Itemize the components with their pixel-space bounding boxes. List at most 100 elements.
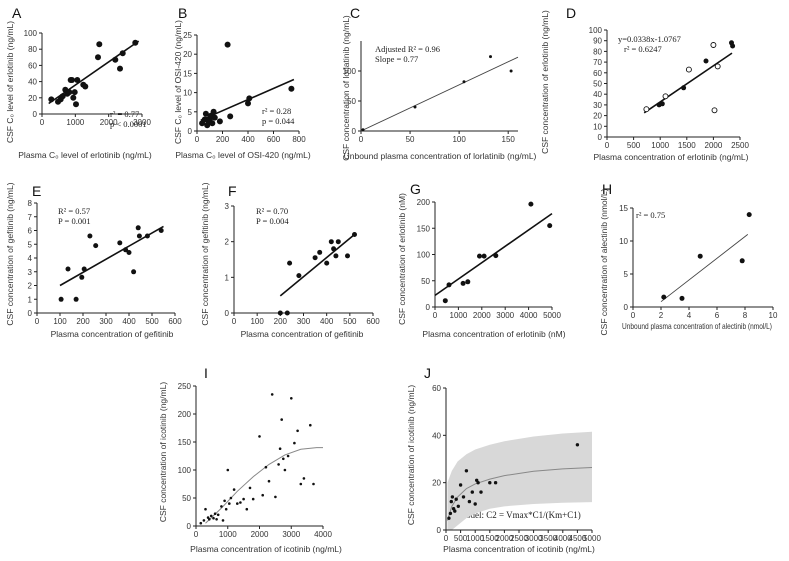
data-point-e xyxy=(126,250,132,255)
y-tick-e: 5 xyxy=(28,240,37,249)
y-tick-label-a: 20 xyxy=(28,94,37,103)
x-tick-e: 300 xyxy=(99,313,113,326)
y-tick-f: 1 xyxy=(225,273,234,282)
x-tick-g: 1000 xyxy=(450,307,468,320)
data-point-e xyxy=(158,228,164,233)
axes-a xyxy=(41,33,142,115)
data-point-i xyxy=(270,393,274,396)
y-tick-label-c: 100 xyxy=(343,67,357,76)
x-axis-label-j: Plasma concentration of icotinib (ng/mL) xyxy=(443,544,595,554)
y-tick-label-d: 40 xyxy=(593,90,602,99)
y-tick-d: 80 xyxy=(593,47,607,56)
x-tick-label-a: 0 xyxy=(40,118,45,127)
y-tick-label-f: 2 xyxy=(225,238,230,247)
data-point-e xyxy=(73,296,79,302)
x-tick-f: 100 xyxy=(250,313,264,326)
y-tick-label-j: 40 xyxy=(432,431,441,440)
x-tick-j: 1500 xyxy=(481,530,499,543)
x-tick-label-h: 10 xyxy=(769,311,778,320)
data-point-b xyxy=(202,110,209,117)
y-tick-label-e: 6 xyxy=(28,227,33,236)
data-point-i xyxy=(236,502,239,505)
data-point-j xyxy=(447,516,451,520)
data-point-j xyxy=(473,502,477,506)
data-point-d xyxy=(703,58,709,64)
regression-line-h xyxy=(660,234,749,303)
data-point-a xyxy=(66,89,73,96)
x-tick-label-h: 0 xyxy=(631,311,636,320)
y-axis-label-i: CSF concentration of icotinib (ng/mL) xyxy=(158,382,168,522)
x-tick-label-a: 1000 xyxy=(66,118,84,127)
y-tick-e: 4 xyxy=(28,254,37,263)
x-tick-label-j: 1500 xyxy=(481,534,499,543)
y-tick-a: 20 xyxy=(28,94,42,103)
x-tick-label-j: 3000 xyxy=(525,534,543,543)
x-tick-label-g: 1000 xyxy=(450,311,468,320)
confidence-band-j xyxy=(447,431,592,530)
x-tick-f: 300 xyxy=(297,313,311,326)
y-tick-label-i: 50 xyxy=(182,494,191,503)
y-tick-h: 15 xyxy=(619,204,633,213)
x-tick-label-j: 4000 xyxy=(554,534,572,543)
data-point-c xyxy=(413,105,417,109)
x-tick-label-f: 0 xyxy=(232,317,237,326)
data-point-h xyxy=(661,294,667,300)
y-tick-i: 250 xyxy=(178,382,196,391)
y-tick-label-a: 60 xyxy=(28,61,37,70)
y-axis-label-g: CSF concentration of erlotinib (nM) xyxy=(397,193,407,325)
x-tick-g: 5000 xyxy=(543,307,561,320)
x-axis-label-i: Plasma concentration of icotinib (ng/mL) xyxy=(190,544,342,554)
panel-letter-e: E xyxy=(32,183,41,199)
data-point-a xyxy=(119,50,126,57)
chart-panel-c: C Adjusted R² = 0.96 Slope = 0.77 Unboun… xyxy=(341,5,537,161)
panel-letter-i: I xyxy=(204,365,208,381)
x-tick-h: 4 xyxy=(687,307,692,320)
data-point-b xyxy=(245,100,251,107)
data-point-c xyxy=(361,128,365,132)
x-tick-d: 2500 xyxy=(731,137,749,150)
panel-letter-c: C xyxy=(350,5,360,21)
x-tick-label-e: 400 xyxy=(122,317,136,326)
data-point-b xyxy=(209,120,216,127)
y-tick-label-i: 0 xyxy=(187,522,192,531)
y-tick-label-i: 100 xyxy=(178,466,192,475)
chart-panel-g: G Plasma concentration of erlotinib (nM)… xyxy=(397,181,566,339)
x-tick-d: 1500 xyxy=(678,137,696,150)
x-tick-j: 4000 xyxy=(554,530,572,543)
data-point-i xyxy=(286,454,290,458)
x-tick-label-f: 600 xyxy=(366,317,380,326)
y-tick-label-i: 250 xyxy=(178,382,192,391)
data-point-h xyxy=(679,295,685,301)
data-point-e xyxy=(136,233,142,239)
data-point-b xyxy=(288,85,295,92)
y-tick-label-a: 100 xyxy=(24,29,38,38)
y-axis-label-e: CSF concentration of gefitinib (ng/mL) xyxy=(5,182,15,325)
y-tick-label-e: 0 xyxy=(28,309,33,318)
y-tick-a: 100 xyxy=(24,29,42,38)
y-tick-d: 40 xyxy=(593,90,607,99)
x-tick-h: 10 xyxy=(769,307,778,320)
y-tick-a: 80 xyxy=(28,45,42,54)
x-tick-label-b: 200 xyxy=(216,135,230,144)
y-tick-d: 20 xyxy=(593,112,607,121)
y-tick-d: 100 xyxy=(589,26,607,35)
annotation-f-2: P = 0.004 xyxy=(256,216,289,226)
y-tick-label-g: 200 xyxy=(417,198,431,207)
y-tick-label-b: 0 xyxy=(188,127,193,136)
x-tick-label-b: 600 xyxy=(267,135,281,144)
x-tick-f: 600 xyxy=(366,313,380,326)
data-point-j xyxy=(575,443,580,447)
x-tick-label-g: 0 xyxy=(433,311,438,320)
y-tick-h: 10 xyxy=(619,237,633,246)
x-axis-label-f: Plasma concentration of gefitinib xyxy=(241,329,364,339)
data-point-i xyxy=(251,497,255,501)
x-axis-label-c: Unbound plasma concentration of lorlatin… xyxy=(344,151,537,161)
x-tick-label-f: 500 xyxy=(343,317,357,326)
x-tick-label-h: 2 xyxy=(659,311,664,320)
data-point-b xyxy=(224,41,231,48)
annotation-a-2: p < 0.0001 xyxy=(110,119,147,129)
x-tick-h: 8 xyxy=(743,307,748,320)
regression-line-f xyxy=(279,233,356,297)
x-tick-label-b: 400 xyxy=(241,135,255,144)
chart-panel-i: I Plasma concentration of icotinib (ng/m… xyxy=(158,365,342,554)
